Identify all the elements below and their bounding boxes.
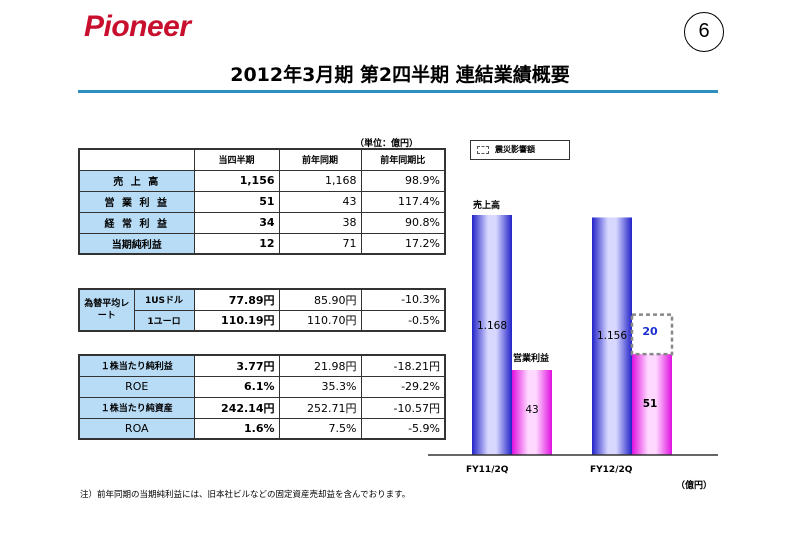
page-title: 2012年3月期 第2四半期 連結業績概要 bbox=[230, 64, 570, 86]
current-value: 34 bbox=[193, 211, 280, 234]
table-row: 為替平均レート 1USドル 77.89円 85.90円 -10.3% bbox=[78, 288, 446, 332]
col-ratio-header: 前年同期比 bbox=[360, 148, 446, 171]
header-blank-cell bbox=[78, 148, 195, 171]
col-prior-header: 前年同期 bbox=[278, 148, 362, 171]
table-row: 売 上 高 1,156 1,168 98.9% bbox=[78, 169, 446, 192]
row-label: １株当たり純資産 bbox=[78, 396, 195, 419]
row-label: 経 常 利 益 bbox=[78, 211, 195, 234]
chart-legend: 震災影響額 bbox=[470, 140, 570, 160]
row-label: １株当たり純利益 bbox=[78, 354, 195, 377]
row-label: 営 業 利 益 bbox=[78, 190, 195, 213]
prior-value: 71 bbox=[278, 232, 362, 255]
current-value: 51 bbox=[193, 190, 280, 213]
ratio-value: -10.57円 bbox=[360, 396, 446, 419]
footnote: 注）前年同期の当期純利益には、旧本社ビルなどの固定資産売却益を含んでおります。 bbox=[80, 490, 411, 500]
pioneer-logo: Pioneer bbox=[84, 10, 191, 43]
row-label: ROA bbox=[78, 417, 195, 440]
prior-value: 21.98円 bbox=[278, 354, 362, 377]
ratio-value: -18.21円 bbox=[360, 354, 446, 377]
current-value: 12 bbox=[193, 232, 280, 255]
row-label: 当期純利益 bbox=[78, 232, 195, 255]
prior-value: 1,168 bbox=[278, 169, 362, 192]
prior-value: 252.71円 bbox=[278, 396, 362, 419]
current-value: 77.89円 bbox=[193, 288, 280, 311]
table-row: 営 業 利 益 51 43 117.4% bbox=[78, 190, 446, 213]
per-share-table: １株当たり純利益 3.77円 21.98円 -18.21円 ROE 6.1% 3… bbox=[78, 354, 446, 440]
row-label: ROE bbox=[78, 375, 195, 398]
series-label-op-income: 営業利益 bbox=[513, 354, 550, 364]
current-value: 1,156 bbox=[193, 169, 280, 192]
ratio-value: -29.2% bbox=[360, 375, 446, 398]
legend-label: 震災影響額 bbox=[495, 145, 535, 154]
bar-value-label: 1.168 bbox=[476, 320, 508, 332]
prior-value: 38 bbox=[278, 211, 362, 234]
x-tick-label: FY12/2Q bbox=[590, 465, 633, 475]
prior-value: 7.5% bbox=[278, 417, 362, 440]
table-row: 経 常 利 益 34 38 90.8% bbox=[78, 211, 446, 234]
current-value: 110.19円 bbox=[193, 309, 280, 332]
fx-currency: 1USドル bbox=[133, 288, 195, 311]
current-value: 242.14円 bbox=[193, 396, 280, 419]
table-row: ROE 6.1% 35.3% -29.2% bbox=[78, 375, 446, 398]
x-tick-label: FY11/2Q bbox=[466, 465, 509, 475]
prior-value: 35.3% bbox=[278, 375, 362, 398]
ratio-value: -10.3% bbox=[360, 288, 446, 311]
bar-value-label: 51 bbox=[642, 398, 658, 410]
fx-rate-table: 為替平均レート 1USドル 77.89円 85.90円 -10.3% 1ユーロ … bbox=[78, 288, 446, 332]
ratio-value: 90.8% bbox=[360, 211, 446, 234]
current-value: 3.77円 bbox=[193, 354, 280, 377]
current-value: 6.1% bbox=[193, 375, 280, 398]
series-label-sales: 売上高 bbox=[473, 201, 501, 211]
prior-value: 110.70円 bbox=[278, 309, 362, 332]
fx-currency: 1ユーロ bbox=[133, 309, 195, 332]
ratio-value: 117.4% bbox=[360, 190, 446, 213]
bar-value-label: 1.156 bbox=[596, 330, 628, 342]
fx-label: 為替平均レート bbox=[78, 288, 135, 332]
bar-value-label: 43 bbox=[525, 404, 539, 416]
bar-sales bbox=[472, 215, 512, 455]
legend-swatch bbox=[477, 145, 489, 154]
ratio-value: -5.9% bbox=[360, 417, 446, 440]
quake-impact-value: 20 bbox=[642, 325, 658, 338]
table-row: ROA 1.6% 7.5% -5.9% bbox=[78, 417, 446, 440]
prior-value: 85.90円 bbox=[278, 288, 362, 311]
col-current-header: 当四半期 bbox=[193, 148, 280, 171]
results-table: 当四半期 前年同期 前年同期比 売 上 高 1,156 1,168 98.9% … bbox=[78, 148, 446, 255]
title-underline bbox=[78, 90, 718, 93]
unit-label: （単位：億円） bbox=[355, 139, 419, 149]
current-value: 1.6% bbox=[193, 417, 280, 440]
ratio-value: 98.9% bbox=[360, 169, 446, 192]
ratio-value: -0.5% bbox=[360, 309, 446, 332]
table-row: １株当たり純利益 3.77円 21.98円 -18.21円 bbox=[78, 354, 446, 377]
unit-label-chart: （億円） bbox=[676, 481, 713, 491]
table-row: 当期純利益 12 71 17.2% bbox=[78, 232, 446, 255]
table-row: 1ユーロ 110.19円 110.70円 -0.5% bbox=[79, 309, 446, 332]
prior-value: 43 bbox=[278, 190, 362, 213]
table-row: １株当たり純資産 242.14円 252.71円 -10.57円 bbox=[78, 396, 446, 419]
row-label: 売 上 高 bbox=[78, 169, 195, 192]
ratio-value: 17.2% bbox=[360, 232, 446, 255]
page-number: 6 bbox=[684, 12, 724, 52]
